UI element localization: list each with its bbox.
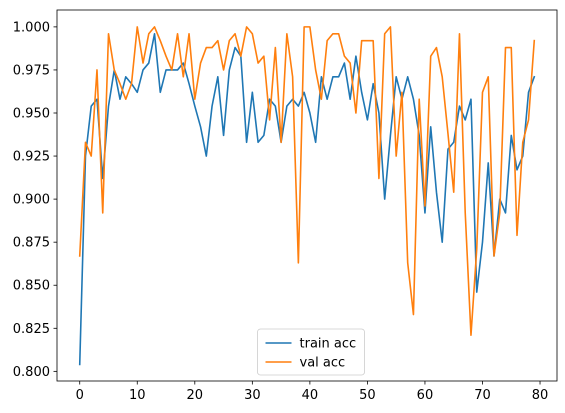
y-tick-label: 0.800 bbox=[13, 365, 50, 380]
x-axis: 0 10 20 30 40 50 60 70 80 bbox=[76, 381, 549, 403]
y-tick-label: 0.850 bbox=[13, 279, 50, 294]
x-tick-label: 20 bbox=[187, 388, 204, 403]
y-tick-label: 1.000 bbox=[13, 20, 50, 35]
plot-area bbox=[56, 9, 558, 382]
x-tick-label: 60 bbox=[417, 388, 434, 403]
x-tick-label: 50 bbox=[359, 388, 376, 403]
legend: train acc val acc bbox=[257, 328, 365, 376]
series-line-train-acc bbox=[78, 32, 536, 366]
y-axis: 0.800 0.825 0.850 0.875 0.900 0.925 0.950 0.975… bbox=[13, 20, 57, 380]
x-tick-label: 80 bbox=[532, 388, 549, 403]
legend-label: val acc bbox=[300, 356, 346, 371]
x-tick-label: 70 bbox=[474, 388, 491, 403]
plot-frame bbox=[56, 9, 558, 382]
series-lines bbox=[78, 26, 536, 366]
y-tick-label: 0.900 bbox=[13, 193, 50, 208]
y-tick-label: 0.975 bbox=[13, 63, 50, 78]
y-tick-label: 0.950 bbox=[13, 106, 50, 121]
y-tick-label: 0.925 bbox=[13, 150, 50, 165]
x-tick-label: 0 bbox=[76, 388, 84, 403]
legend-label: train acc bbox=[300, 337, 357, 352]
x-tick-label: 40 bbox=[302, 388, 319, 403]
x-tick-label: 10 bbox=[129, 388, 146, 403]
y-tick-label: 0.825 bbox=[13, 322, 50, 337]
y-tick-label: 0.875 bbox=[13, 236, 50, 251]
series-line-val-acc bbox=[78, 26, 536, 336]
legend-box bbox=[257, 328, 365, 376]
x-tick-label: 30 bbox=[244, 388, 261, 403]
